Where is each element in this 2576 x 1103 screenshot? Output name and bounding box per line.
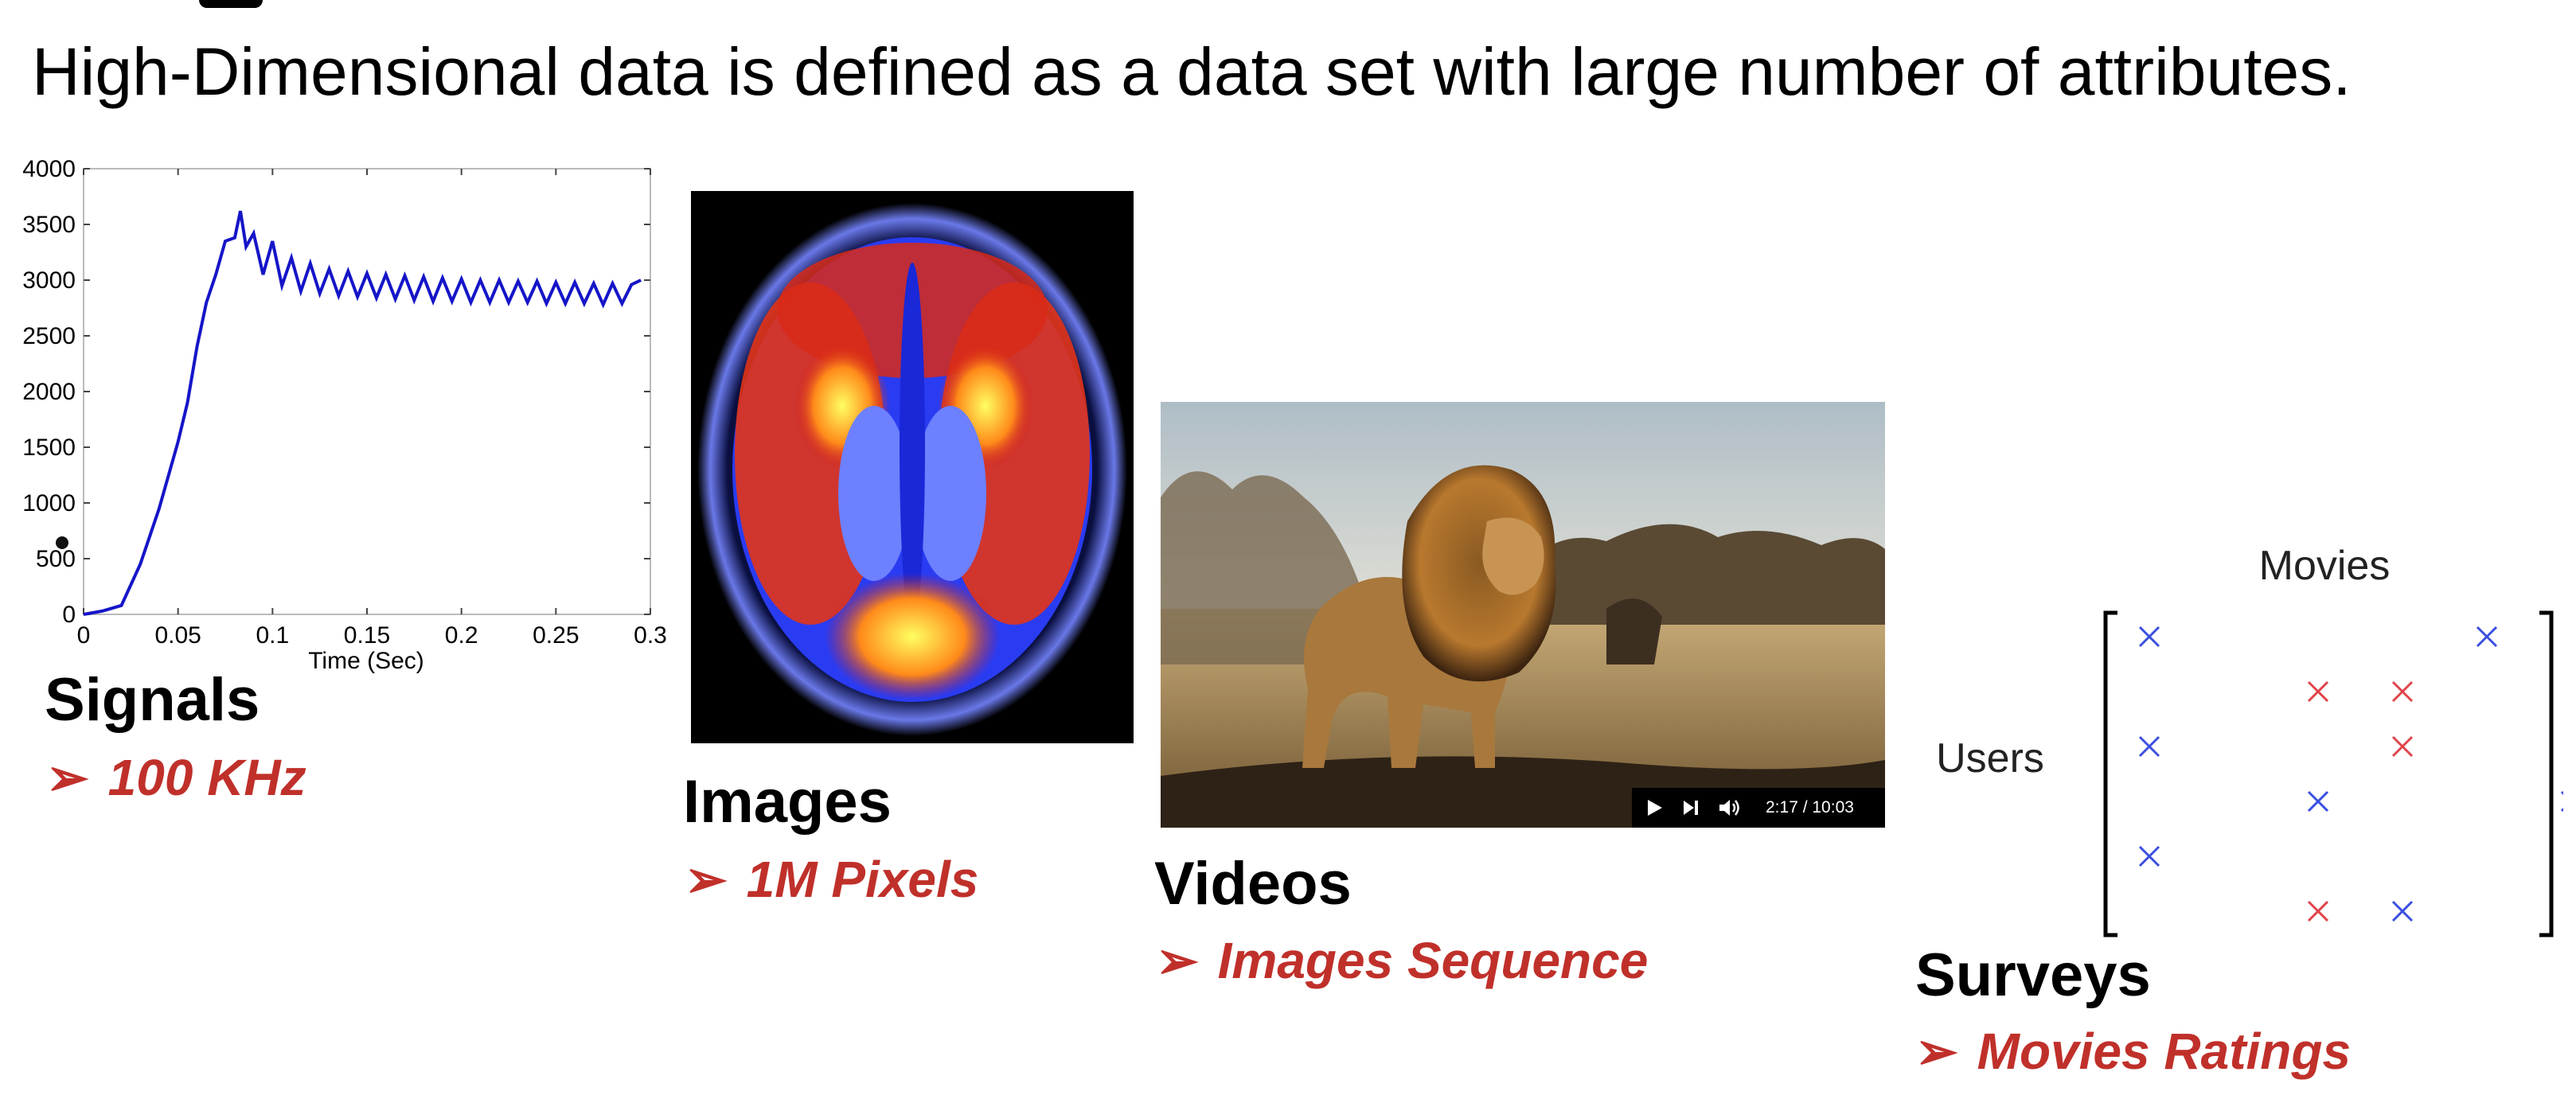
images-title: Images: [683, 768, 892, 836]
matrix-column-label: Movies: [2259, 543, 2391, 589]
x-tick-label: 0.2: [445, 622, 478, 649]
matrix-right-bracket: [2539, 610, 2554, 937]
video-time: 2:17 / 10:03: [1766, 798, 1854, 817]
y-tick-label: 3500: [22, 212, 76, 238]
rating-mark: [2138, 626, 2160, 648]
video-control-bar: 2:17 / 10:03: [1632, 788, 1885, 828]
rating-mark: [2138, 845, 2160, 867]
y-tick-label: 0: [62, 602, 76, 628]
y-tick-label: 1000: [22, 490, 76, 516]
rating-mark: [2391, 680, 2414, 703]
y-tick-label: 2500: [22, 323, 76, 349]
brain-scan-image: [691, 191, 1134, 743]
tree-line: [1495, 524, 1885, 625]
x-tick-label: 0.1: [256, 622, 289, 649]
rating-mark: [2307, 680, 2329, 703]
stray-dot: [56, 536, 68, 549]
arrow-icon: ➢: [685, 851, 728, 908]
arrow-icon: ➢: [1915, 1023, 1958, 1080]
signals-subtitle: ➢ 100 KHz: [46, 748, 306, 808]
signal-line-chart: 0 0.05 0.1 0.15 0.2 0.25 0.3 0 500 1000 1500 2000 25…: [22, 156, 667, 674]
videos-subtitle-text: Images Sequence: [1217, 932, 1649, 989]
matrix-left-bracket: [2103, 610, 2117, 937]
rating-mark: [2391, 735, 2414, 758]
skip-next-icon[interactable]: [1681, 798, 1700, 817]
y-tick-label: 2000: [22, 379, 76, 405]
ratings-matrix: Movies Users: [1936, 543, 2563, 937]
arrow-icon: ➢: [1156, 932, 1199, 989]
series-line: [83, 210, 642, 616]
signals-subtitle-text: 100 KHz: [107, 749, 306, 806]
midline: [900, 263, 925, 629]
y-tick-label: 500: [36, 546, 76, 572]
videos-subtitle: ➢ Images Sequence: [1156, 931, 1648, 991]
images-subtitle-text: 1M Pixels: [746, 851, 979, 908]
surveys-title: Surveys: [1915, 941, 2151, 1009]
images-subtitle: ➢ 1M Pixels: [685, 850, 978, 910]
rating-mark: [2476, 626, 2498, 648]
ventricle-right: [915, 406, 986, 581]
rating-mark: [2307, 790, 2329, 813]
bush-mid: [1606, 598, 1662, 665]
x-tick-label: 0: [77, 622, 91, 649]
videos-title: Videos: [1154, 850, 1352, 918]
lion-video-frame: [1161, 402, 1885, 828]
lion-face: [1482, 517, 1544, 595]
volume-icon[interactable]: [1718, 797, 1742, 818]
signals-title: Signals: [45, 666, 260, 734]
rating-mark: [2138, 735, 2160, 758]
x-tick-label: 0.05: [154, 622, 201, 649]
x-tick-label: 0.3: [634, 622, 667, 649]
y-tick-label: 1500: [22, 435, 76, 461]
y-tick-label: 4000: [22, 156, 76, 182]
headline: High-Dimensional data is defined as a da…: [32, 34, 2352, 109]
ventricle-left: [838, 406, 910, 581]
matrix-row-label: Users: [1936, 735, 2044, 781]
x-tick-label: 0.25: [533, 622, 579, 649]
surveys-subtitle-text: Movies Ratings: [1977, 1023, 2352, 1080]
rating-mark: [2307, 900, 2329, 922]
rating-mark: [2560, 790, 2563, 813]
video-player[interactable]: 2:17 / 10:03: [1161, 402, 1885, 828]
rating-mark: [2391, 900, 2414, 922]
x-axis-label: Time (Sec): [308, 648, 424, 674]
plot-area: [83, 168, 651, 615]
occipital-hot-spot: [825, 573, 1000, 700]
surveys-subtitle: ➢ Movies Ratings: [1915, 1022, 2351, 1082]
top-edge-decoration: [199, 0, 263, 8]
play-icon[interactable]: [1645, 798, 1664, 817]
x-tick-label: 0.15: [344, 622, 390, 649]
arrow-icon: ➢: [46, 749, 89, 806]
y-tick-label: 3000: [22, 267, 76, 294]
